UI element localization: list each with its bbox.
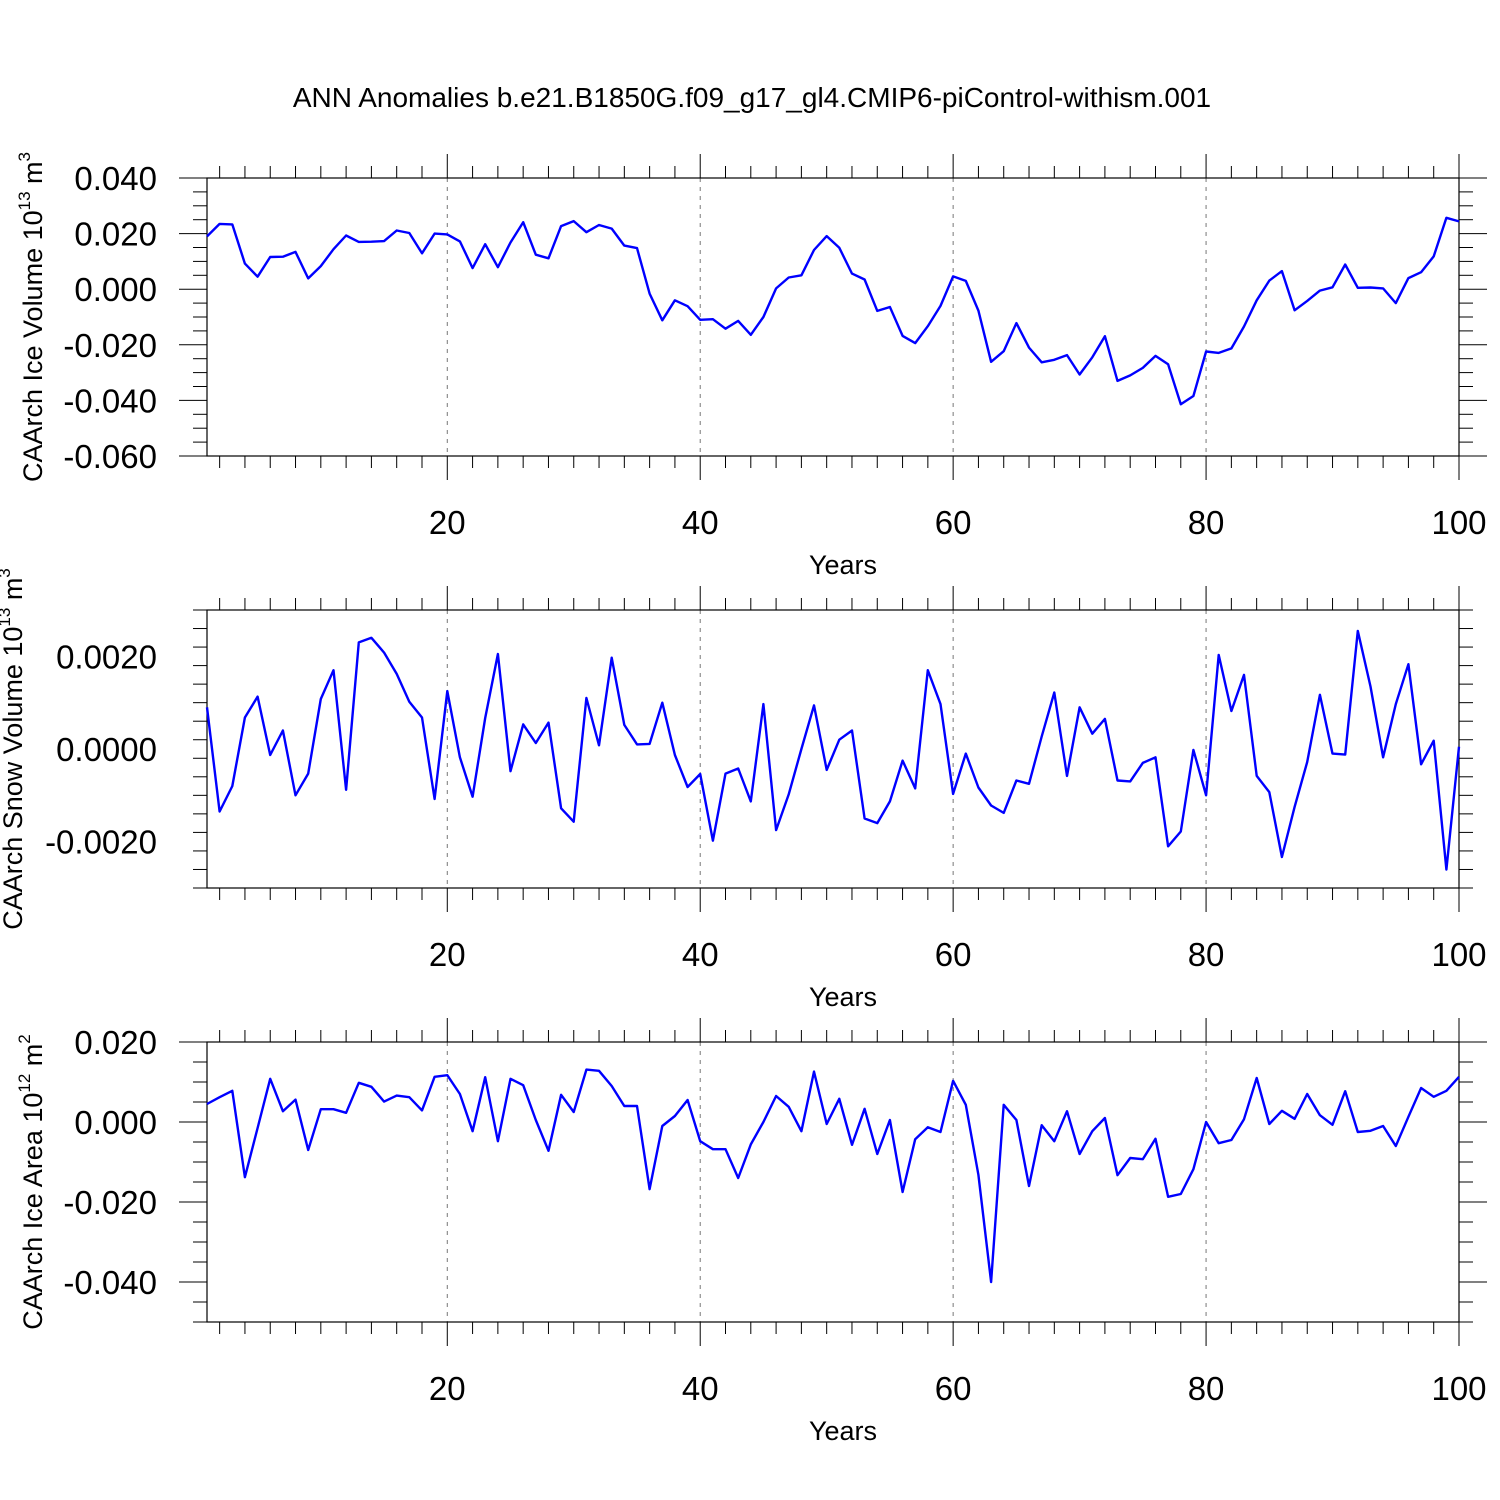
figure-title: ANN Anomalies b.e21.B1850G.f09_g17_gl4.C…: [293, 82, 1211, 113]
y-tick-label: -0.0020: [45, 824, 157, 861]
x-tick-label: 80: [1188, 504, 1225, 541]
plot-frame: [206, 1041, 1460, 1323]
x-tick-label: 100: [1431, 1370, 1486, 1407]
x-tick-label: 20: [429, 936, 466, 973]
x-tick-label: 60: [935, 504, 972, 541]
x-tick-label: 100: [1431, 504, 1486, 541]
x-axis-label: Years: [809, 982, 877, 1012]
x-tick-label: 40: [682, 504, 719, 541]
x-tick-label: 20: [429, 1370, 466, 1407]
y-tick-label: -0.060: [63, 438, 157, 475]
x-axis-label: Years: [809, 1416, 877, 1446]
y-tick-label: 0.0000: [56, 731, 157, 768]
y-tick-label: 0.020: [74, 1024, 157, 1061]
y-axis-label: CAArch Snow Volume 1013 m3: [0, 568, 28, 930]
y-tick-label: 0.000: [74, 1104, 157, 1141]
data-series-line: [206, 1068, 1460, 1284]
y-tick-label: -0.020: [63, 327, 157, 364]
data-series-line: [205, 629, 1461, 871]
y-tick-label: 0.020: [74, 216, 157, 253]
y-tick-label: -0.040: [63, 382, 157, 419]
data-series-line: [206, 216, 1460, 406]
x-tick-label: 40: [682, 936, 719, 973]
panel-1: 20 40 60 80 100 0.040 0.020 0.000 -0.020 -0.040 -0…: [15, 152, 1487, 580]
panel-2: 20 40 60 80 100 0.0020 0.0000 -0.0020 Years CAArc…: [0, 568, 1487, 1012]
plot-frame: [206, 177, 1460, 457]
y-tick-label: 0.0020: [56, 638, 157, 675]
y-axis-label: CAArch Ice Area 1012 m2: [15, 1034, 48, 1330]
x-tick-label: 80: [1188, 1370, 1225, 1407]
panel-3: 20 40 60 80 100 0.020 0.000 -0.020 -0.040 Years CA…: [15, 1018, 1487, 1446]
y-tick-label: 0.040: [74, 160, 157, 197]
x-tick-label: 60: [935, 936, 972, 973]
x-axis-label: Years: [809, 550, 877, 580]
plot-frame: [206, 609, 1460, 889]
y-tick-label: -0.020: [63, 1184, 157, 1221]
y-axis-label: CAArch Ice Volume 1013 m3: [15, 152, 48, 482]
x-tick-label: 20: [429, 504, 466, 541]
y-tick-label: 0.000: [74, 271, 157, 308]
x-tick-label: 40: [682, 1370, 719, 1407]
y-tick-label: -0.040: [63, 1264, 157, 1301]
x-tick-label: 60: [935, 1370, 972, 1407]
x-tick-label: 100: [1431, 936, 1486, 973]
x-tick-label: 80: [1188, 936, 1225, 973]
